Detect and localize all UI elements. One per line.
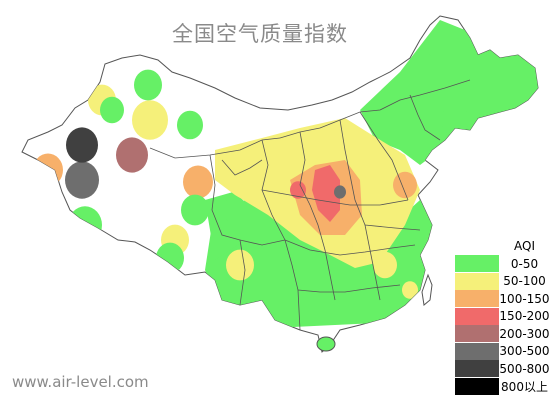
- legend-swatch: [455, 360, 499, 378]
- green-south-region: [205, 198, 440, 330]
- legend-row: 500-800: [455, 360, 550, 378]
- green-blob: [177, 110, 203, 140]
- orange-blob: [183, 165, 213, 199]
- legend-swatch: [455, 272, 499, 290]
- taiwan-island: [421, 273, 433, 306]
- aqi-color-fields: [33, 20, 538, 330]
- yellow-blob: [226, 249, 254, 281]
- orange-blob: [393, 171, 417, 199]
- legend-row: 150-200: [455, 307, 550, 326]
- green-blob: [181, 194, 209, 226]
- gray-blob: [65, 161, 99, 199]
- map-title: 全国空气质量指数: [172, 22, 348, 46]
- red-blob: [290, 181, 306, 199]
- legend-label: 50-100: [503, 274, 546, 289]
- legend-label: 100-150: [499, 291, 550, 306]
- legend-label: 150-200: [499, 309, 550, 324]
- green-northeast-region: [360, 20, 538, 165]
- yellow-blob: [373, 251, 397, 279]
- website-watermark: www.air-level.com: [12, 373, 149, 391]
- legend-swatch: [455, 325, 499, 343]
- green-blob: [223, 196, 247, 224]
- province-borders: [149, 79, 471, 331]
- legend-row: 800以上: [455, 377, 550, 396]
- legend-swatch: [455, 255, 499, 273]
- legend-label: 300-500: [499, 344, 550, 359]
- hainan-island: [316, 336, 336, 352]
- yellow-blob: [132, 100, 168, 140]
- legend-title: AQI: [514, 239, 535, 253]
- legend-row: 50-100: [455, 272, 550, 291]
- aqi-legend: AQI 0-50 50-100 100-150 150-200 200-300 300-5…: [455, 238, 550, 395]
- green-blob: [441, 104, 469, 136]
- darkred-blob: [116, 137, 148, 173]
- green-blob: [156, 242, 184, 274]
- legend-swatch: [455, 290, 499, 308]
- green-blob: [68, 206, 102, 244]
- red-core: [312, 165, 340, 222]
- green-blob: [134, 69, 162, 101]
- legend-row: 300-500: [455, 342, 550, 361]
- legend-row: 200-300: [455, 325, 550, 343]
- legend-label: 200-300: [499, 326, 550, 341]
- legend-label: 800以上: [501, 379, 548, 394]
- legend-row: 0-50: [455, 255, 550, 273]
- green-blob: [426, 31, 450, 59]
- green-blob: [100, 96, 124, 124]
- yellow-blob: [402, 281, 418, 299]
- legend-swatch: [455, 342, 499, 360]
- legend-label: 0-50: [510, 256, 539, 271]
- legend-label: 500-800: [499, 361, 550, 376]
- legend-row: 100-150: [455, 290, 550, 308]
- gray-blob: [334, 185, 346, 199]
- legend-swatch: [455, 377, 499, 395]
- dark-gray-blob: [66, 127, 98, 163]
- legend-swatch: [455, 307, 499, 325]
